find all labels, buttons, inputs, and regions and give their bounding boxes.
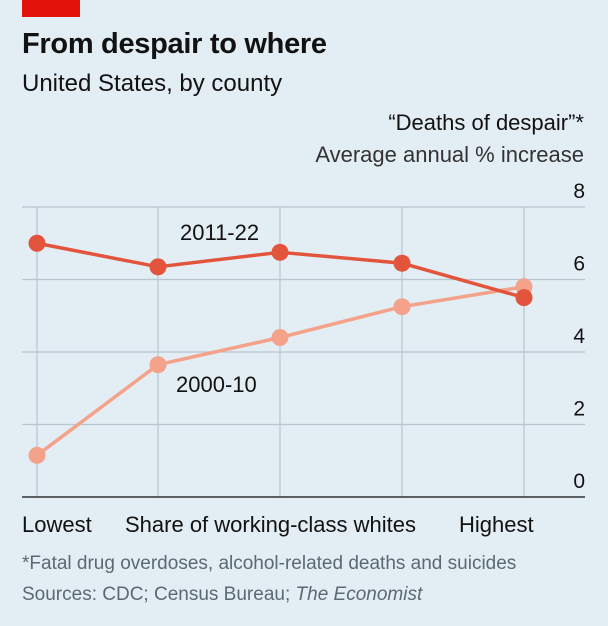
y-tick-label: 8: [573, 180, 585, 203]
data-point-2000-10: [149, 356, 167, 374]
series-label-2000-10: 2000-10: [176, 372, 257, 397]
data-point-2011-22: [149, 258, 167, 276]
data-point-2000-10: [28, 446, 46, 464]
footnote: *Fatal drug overdoses, alcohol-related d…: [22, 553, 517, 574]
source-publication: The Economist: [295, 584, 423, 605]
brand-tag: [22, 0, 80, 17]
x-axis-high-label: Highest: [459, 512, 534, 537]
x-axis-low-label: Lowest: [22, 512, 92, 537]
source-prefix: Sources: CDC; Census Bureau;: [22, 584, 296, 605]
x-axis-title: Share of working-class whites: [125, 512, 417, 537]
y-tick-label: 2: [573, 398, 585, 421]
data-point-2011-22: [271, 243, 289, 261]
chart-title: From despair to where: [22, 28, 327, 60]
data-point-2011-22: [28, 234, 46, 252]
data-point-2011-22: [515, 289, 533, 307]
series-label-2011-22: 2011-22: [180, 220, 259, 245]
source-note: Sources: CDC; Census Bureau; The Economi…: [22, 584, 422, 606]
y-tick-label: 0: [573, 470, 585, 493]
y-axis-unit: Average annual % increase: [315, 142, 584, 167]
data-point-2000-10: [271, 329, 289, 346]
chart-subtitle: United States, by county: [22, 70, 283, 97]
data-point-2011-22: [393, 254, 411, 272]
data-point-2000-10: [393, 298, 411, 316]
y-tick-label: 6: [573, 253, 585, 276]
y-axis-title: “Deaths of despair”*: [388, 110, 584, 135]
y-tick-label: 4: [573, 325, 585, 348]
